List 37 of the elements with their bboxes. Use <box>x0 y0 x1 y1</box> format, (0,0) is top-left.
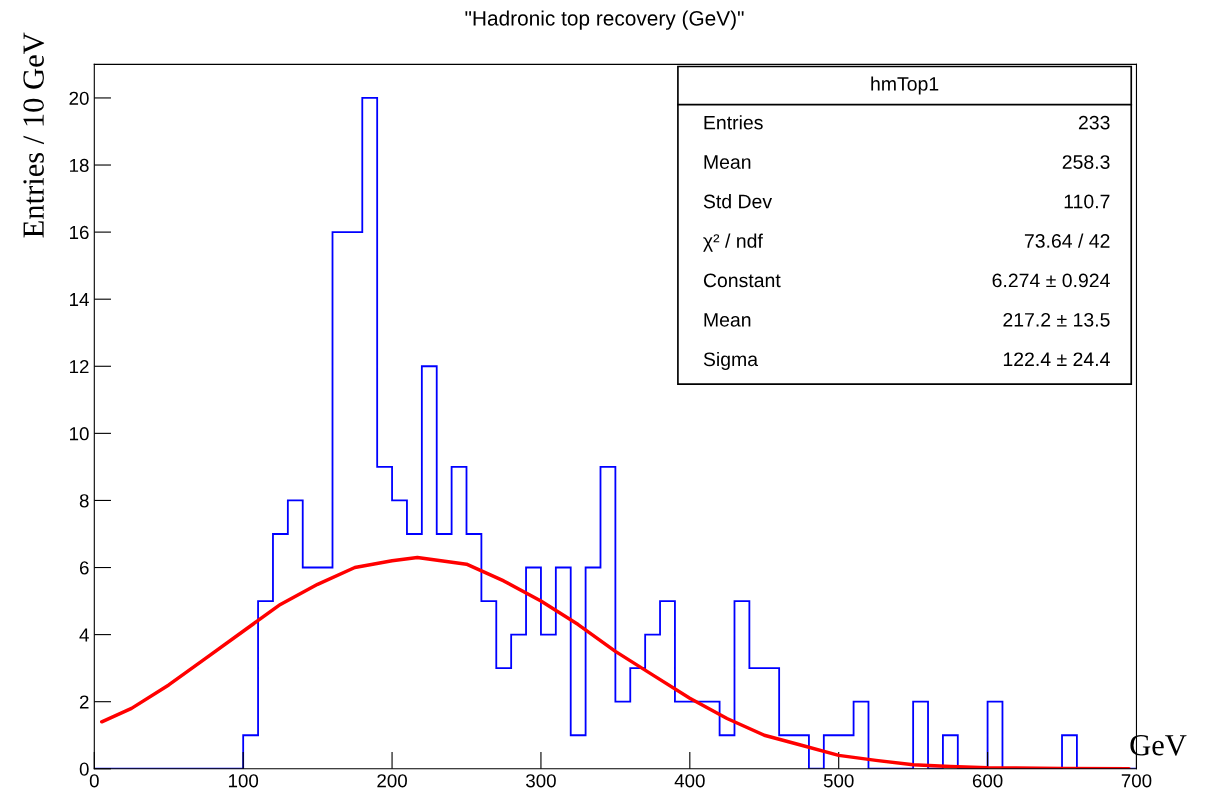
annotation: 110.7 <box>1064 194 1110 209</box>
y-axis-title: Entries / 10 GeV <box>23 32 45 238</box>
annotation: 6.274 ± 0.924 <box>992 273 1110 288</box>
y-tick-label: 18 <box>70 158 89 172</box>
annotation: Constant <box>703 273 781 288</box>
y-tick-label: 16 <box>70 225 89 240</box>
x-tick-label: 600 <box>972 774 1003 788</box>
y-tick-label: 10 <box>70 427 89 441</box>
y-tick-label: 4 <box>79 628 89 642</box>
y-tick-label: 6 <box>79 561 89 575</box>
annotation: hmTop1 <box>871 76 939 95</box>
annotation: Mean <box>704 313 751 327</box>
annotation: Mean <box>704 155 751 169</box>
x-tick-label: 500 <box>823 774 854 788</box>
annotation: 122.4 ± 24.4 <box>1003 352 1110 366</box>
annotation: 73.64 / 42 <box>1024 233 1110 248</box>
y-tick-label: 2 <box>79 695 89 709</box>
y-tick-label: 12 <box>70 359 89 374</box>
annotation: χ² / ndf <box>703 233 763 252</box>
chart-title: "Hadronic top recovery (GeV)" <box>465 10 744 30</box>
x-tick-label: 400 <box>674 774 705 788</box>
annotation: 258.3 <box>1062 155 1110 169</box>
annotation: Entries <box>704 115 763 130</box>
x-tick-label: 0 <box>89 774 99 788</box>
x-tick-label: 100 <box>228 774 259 788</box>
annotation: 233 <box>1078 115 1110 130</box>
line-series <box>100 555 1131 769</box>
y-tick-label: 14 <box>70 293 89 306</box>
x-tick-label: 300 <box>526 774 556 788</box>
y-tick-label: 20 <box>69 91 89 105</box>
annotation: 217.2 ± 13.5 <box>1003 312 1110 327</box>
x-tick-label: 200 <box>377 774 407 788</box>
annotation: Sigma <box>703 351 759 370</box>
y-tick-label: 0 <box>79 762 89 776</box>
annotation: Std Dev <box>703 194 773 209</box>
y-tick-label: 8 <box>79 494 89 508</box>
x-tick-label: 700 <box>1121 774 1152 788</box>
